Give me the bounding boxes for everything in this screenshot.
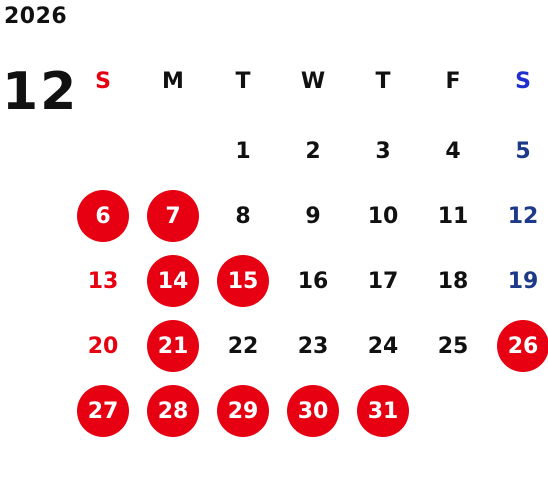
weekday-header: T (235, 68, 251, 94)
day-cell-highlighted[interactable]: 6 (77, 190, 129, 242)
day-cell[interactable]: 10 (367, 203, 399, 229)
day-cell-highlighted[interactable]: 21 (147, 320, 199, 372)
day-cell-highlighted[interactable]: 15 (217, 255, 269, 307)
day-cell[interactable]: 2 (305, 138, 321, 164)
day-cell[interactable]: 24 (367, 333, 399, 359)
weekday-header: S (95, 68, 111, 94)
day-cell[interactable]: 20 (87, 333, 119, 359)
day-cell[interactable]: 12 (507, 203, 539, 229)
weekday-header: M (162, 68, 184, 94)
day-cell[interactable]: 22 (227, 333, 259, 359)
weekday-header: W (300, 68, 326, 94)
day-cell[interactable]: 16 (297, 268, 329, 294)
day-cell[interactable]: 17 (367, 268, 399, 294)
day-cell[interactable]: 13 (87, 268, 119, 294)
day-cell-highlighted[interactable]: 31 (357, 385, 409, 437)
day-cell-highlighted[interactable]: 26 (497, 320, 548, 372)
day-cell-highlighted[interactable]: 14 (147, 255, 199, 307)
day-cell[interactable]: 25 (437, 333, 469, 359)
weekday-header: T (375, 68, 391, 94)
day-cell-highlighted[interactable]: 27 (77, 385, 129, 437)
month-label: 12 (2, 62, 79, 122)
day-cell[interactable]: 1 (235, 138, 251, 164)
day-cell-highlighted[interactable]: 28 (147, 385, 199, 437)
day-cell[interactable]: 5 (515, 138, 531, 164)
day-cell[interactable]: 18 (437, 268, 469, 294)
day-cell[interactable]: 3 (375, 138, 391, 164)
day-cell[interactable]: 19 (507, 268, 539, 294)
day-cell[interactable]: 11 (437, 203, 469, 229)
year-label: 2026 (4, 4, 68, 29)
day-cell-highlighted[interactable]: 30 (287, 385, 339, 437)
day-cell-highlighted[interactable]: 7 (147, 190, 199, 242)
weekday-header: F (445, 68, 461, 94)
day-cell-highlighted[interactable]: 29 (217, 385, 269, 437)
day-cell[interactable]: 4 (445, 138, 461, 164)
weekday-header: S (515, 68, 531, 94)
day-cell[interactable]: 8 (235, 203, 251, 229)
day-cell[interactable]: 9 (305, 203, 321, 229)
day-cell[interactable]: 23 (297, 333, 329, 359)
